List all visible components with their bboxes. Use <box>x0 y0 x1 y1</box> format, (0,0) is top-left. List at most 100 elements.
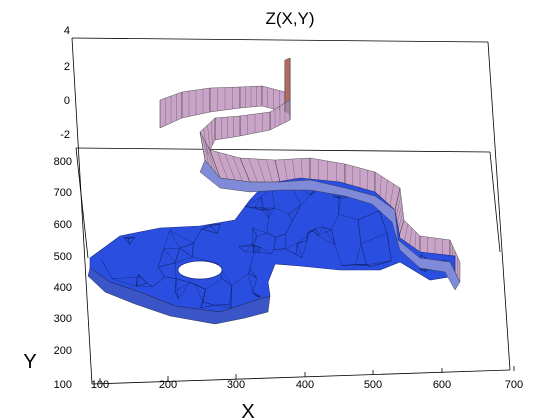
mesh-edge <box>202 289 206 303</box>
mesh-edge <box>231 272 249 286</box>
tick-labels: 100 200 300 400 500 600 700 100 200 300 400 500 600 7… <box>54 25 524 391</box>
mesh-edge <box>254 196 262 208</box>
mesh-edge <box>169 229 194 244</box>
axis-line <box>75 147 491 153</box>
mesh-edge <box>266 218 269 234</box>
mesh-edge <box>358 219 362 244</box>
mesh-edge <box>252 292 257 297</box>
mesh-edge <box>174 291 179 299</box>
wall-hatch <box>389 183 394 207</box>
wall-hatch <box>395 195 402 218</box>
mesh-edge <box>253 236 257 246</box>
wall-hatch <box>248 158 258 183</box>
mesh-edge <box>295 243 298 255</box>
mesh-edge <box>331 229 336 245</box>
mesh-edge <box>123 237 130 245</box>
mesh-edge <box>179 243 194 249</box>
mesh-edge <box>138 274 147 284</box>
mesh-edge <box>370 260 392 267</box>
mesh-edge <box>201 224 210 230</box>
mesh-edge <box>315 226 324 229</box>
mesh-edge <box>136 274 139 278</box>
mesh-edge <box>137 276 140 278</box>
mesh-edge <box>238 246 246 253</box>
mesh-edge <box>419 268 426 271</box>
mesh-edge <box>307 230 312 233</box>
mesh-edge <box>136 276 138 287</box>
wall-hatch <box>394 187 401 211</box>
mesh-edge <box>300 194 311 206</box>
mesh-edge <box>178 282 191 299</box>
mesh-edge <box>260 247 272 254</box>
mesh-edge <box>338 198 341 215</box>
mesh-edge <box>248 268 251 274</box>
x-axis-label: X <box>241 401 254 420</box>
mesh-edge <box>248 273 253 293</box>
mesh-edge <box>253 245 261 248</box>
mesh-edge <box>261 196 265 209</box>
mesh-edge <box>146 283 153 287</box>
mesh-edge <box>176 278 191 283</box>
axis-line <box>71 37 93 385</box>
mesh-edge <box>229 285 233 305</box>
mesh-edge <box>174 262 177 279</box>
mesh-edge <box>307 232 309 241</box>
mesh-edge <box>285 221 293 235</box>
wall-hatch <box>384 179 388 204</box>
axis-line <box>489 151 501 253</box>
mesh-edge <box>201 228 218 234</box>
mesh-edge <box>419 268 426 272</box>
mesh-edge <box>195 284 204 303</box>
mesh-edge <box>297 240 308 244</box>
axis-line <box>91 369 511 385</box>
mesh-edge <box>297 236 307 244</box>
mesh-edge <box>323 226 336 245</box>
mesh-edge <box>252 278 258 293</box>
mesh-edge <box>274 207 289 215</box>
surface-mesh <box>87 57 461 325</box>
mesh-edge <box>136 276 140 287</box>
mesh-edge <box>360 243 367 265</box>
mesh-edge <box>200 305 216 309</box>
mesh-edge <box>341 264 356 266</box>
mesh-edge <box>306 230 312 237</box>
mesh-edge <box>253 245 259 253</box>
mesh-edge <box>252 227 257 237</box>
mesh-edge <box>222 278 232 286</box>
wall-hatch <box>207 145 217 174</box>
mesh-edge <box>271 249 274 254</box>
wall-hatch <box>396 203 403 226</box>
mesh-edge <box>264 207 270 211</box>
mesh-edge <box>229 304 232 308</box>
wall-hatch <box>301 158 303 181</box>
wall-hatch <box>232 155 243 182</box>
wall-hatch <box>203 128 208 156</box>
x-tick-label: 400 <box>296 379 314 391</box>
mesh-edge <box>285 248 296 255</box>
wall-hatch <box>257 158 266 183</box>
mesh-edge <box>288 213 293 222</box>
wall-hatch <box>292 158 296 182</box>
mesh-edge <box>258 252 272 254</box>
y-axis-label: Y <box>23 351 36 373</box>
wall-hatch <box>204 140 213 170</box>
mesh-edge <box>253 247 261 253</box>
axis-line <box>487 41 511 371</box>
mesh-edge <box>209 224 218 234</box>
mesh-edge <box>273 237 276 250</box>
mesh-edge <box>214 303 230 306</box>
mesh-edge <box>295 254 303 258</box>
y-tick-label: 600 <box>54 219 72 231</box>
mesh-edge <box>169 230 180 249</box>
mesh-edge <box>301 240 308 258</box>
mesh-edge <box>261 196 263 211</box>
wall-hatch <box>274 159 281 183</box>
mesh-edge <box>175 278 179 299</box>
x-tick-label: 200 <box>159 379 177 391</box>
mesh-edge <box>258 247 261 253</box>
mesh-edge <box>256 232 267 237</box>
mesh-edge <box>164 276 177 279</box>
mesh-edge <box>355 264 371 267</box>
z-tick-label: 4 <box>64 25 70 37</box>
